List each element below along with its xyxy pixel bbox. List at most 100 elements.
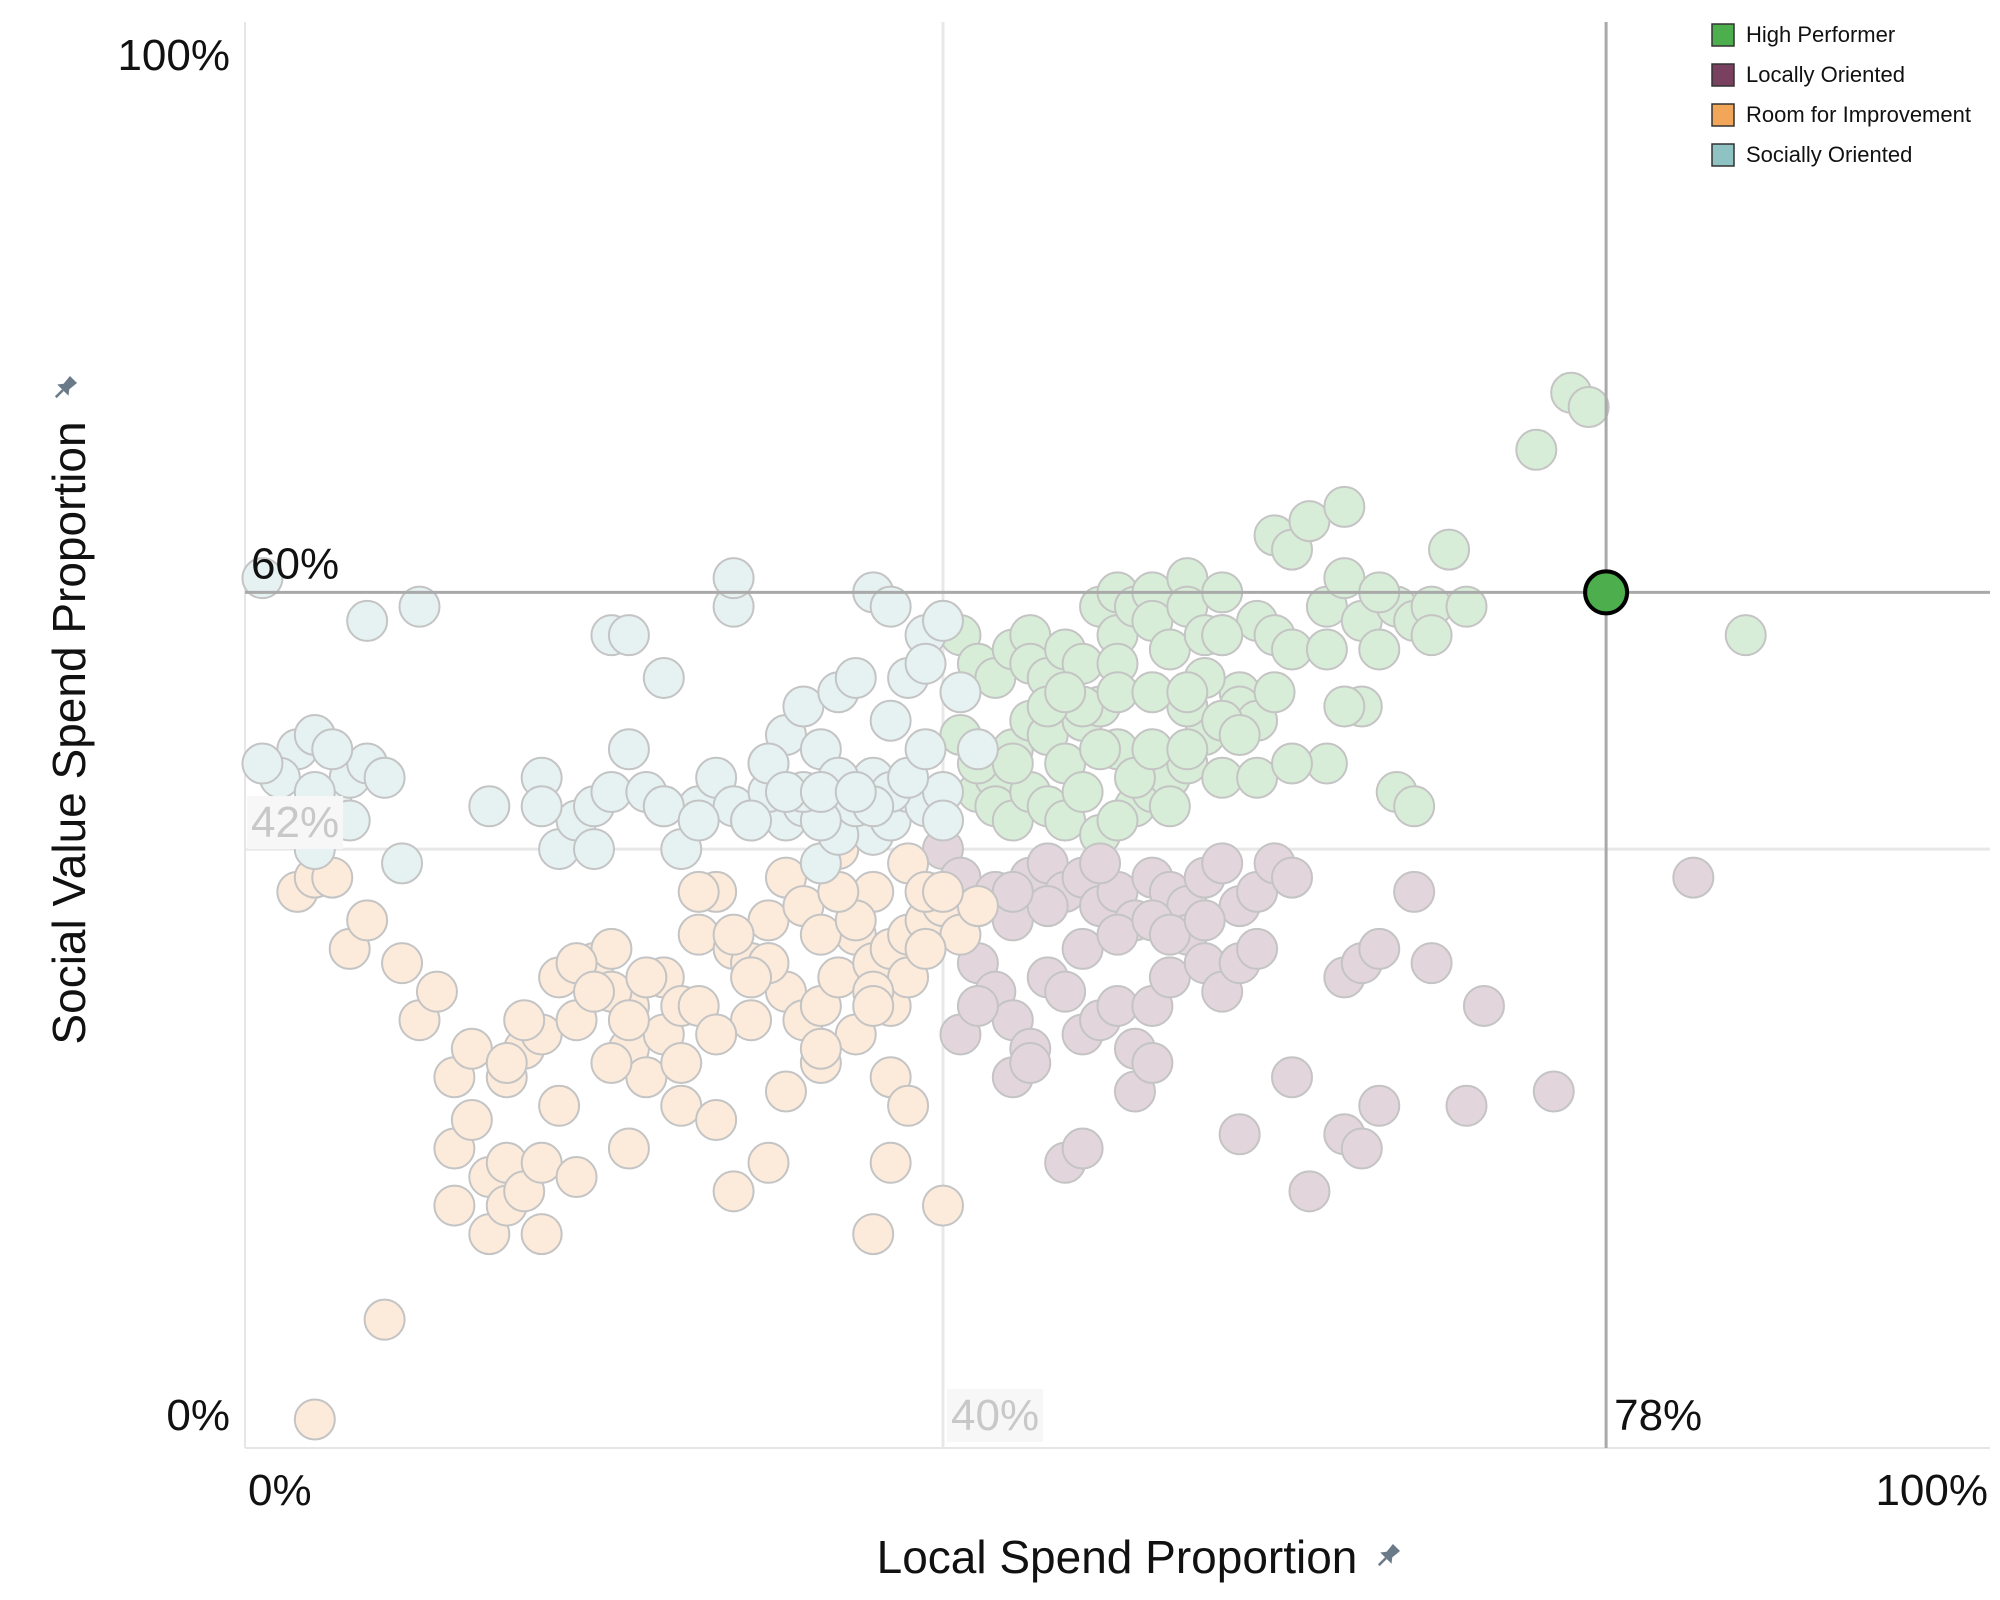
point-locally-oriented[interactable] bbox=[1271, 1056, 1313, 1099]
point-high-performer[interactable] bbox=[1567, 386, 1610, 429]
point-socially-oriented[interactable] bbox=[468, 785, 511, 828]
point-room-for-improvement[interactable] bbox=[764, 1070, 807, 1113]
point-room-for-improvement[interactable] bbox=[503, 999, 546, 1042]
point-high-performer[interactable] bbox=[1218, 714, 1261, 756]
point-room-for-improvement[interactable] bbox=[869, 1141, 912, 1184]
point-locally-oriented[interactable] bbox=[1340, 1127, 1383, 1170]
legend-label-locally-oriented[interactable]: Locally Oriented bbox=[1746, 62, 1905, 87]
point-room-for-improvement[interactable] bbox=[660, 1041, 703, 1084]
point-room-for-improvement[interactable] bbox=[415, 970, 458, 1013]
point-room-for-improvement[interactable] bbox=[450, 1099, 493, 1142]
point-high-performer[interactable] bbox=[1166, 728, 1209, 771]
point-high-performer[interactable] bbox=[1044, 671, 1087, 714]
point-locally-oriented[interactable] bbox=[1358, 927, 1401, 970]
point-high-performer[interactable] bbox=[1253, 671, 1296, 714]
point-socially-oriented[interactable] bbox=[381, 842, 424, 885]
point-socially-oriented[interactable] bbox=[869, 585, 912, 628]
point-room-for-improvement[interactable] bbox=[625, 956, 668, 999]
point-high-performer[interactable] bbox=[1079, 728, 1122, 771]
point-room-for-improvement[interactable] bbox=[590, 1041, 633, 1084]
legend-swatch-high-performer[interactable] bbox=[1711, 23, 1735, 47]
point-locally-oriented[interactable] bbox=[1462, 984, 1505, 1027]
point-high-performer[interactable] bbox=[1166, 671, 1209, 714]
point-high-performer[interactable] bbox=[1271, 742, 1313, 785]
point-locally-oriented[interactable] bbox=[1079, 842, 1122, 885]
point-high-performer[interactable] bbox=[1148, 785, 1191, 828]
point-locally-oriented[interactable] bbox=[1009, 1041, 1052, 1084]
point-high-performer[interactable] bbox=[1201, 614, 1244, 657]
point-room-for-improvement[interactable] bbox=[695, 1099, 738, 1142]
point-high-performer[interactable] bbox=[1323, 485, 1366, 528]
point-room-for-improvement[interactable] bbox=[555, 1156, 598, 1199]
legend-label-room-for-improvement[interactable]: Room for Improvement bbox=[1746, 102, 1971, 127]
legend-swatch-room-for-improvement[interactable] bbox=[1711, 103, 1735, 127]
point-high-performer[interactable] bbox=[1724, 614, 1767, 657]
point-socially-oriented[interactable] bbox=[642, 656, 685, 699]
point-socially-oriented[interactable] bbox=[398, 585, 441, 628]
point-socially-oriented[interactable] bbox=[677, 799, 720, 842]
point-room-for-improvement[interactable] bbox=[607, 1127, 650, 1170]
point-high-performer[interactable] bbox=[1515, 428, 1558, 471]
point-socially-oriented[interactable] bbox=[939, 671, 982, 714]
point-locally-oriented[interactable] bbox=[1061, 1127, 1104, 1170]
x-axis-pin-icon[interactable] bbox=[1373, 1542, 1402, 1571]
point-high-performer[interactable] bbox=[1061, 771, 1104, 814]
point-room-for-improvement[interactable] bbox=[852, 984, 895, 1027]
point-socially-oriented[interactable] bbox=[573, 828, 615, 871]
point-high-performer[interactable] bbox=[1323, 685, 1366, 728]
point-high-performer[interactable] bbox=[1410, 614, 1453, 657]
point-room-for-improvement[interactable] bbox=[922, 870, 964, 913]
point-room-for-improvement[interactable] bbox=[904, 927, 947, 970]
point-room-for-improvement[interactable] bbox=[747, 1141, 790, 1184]
point-room-for-improvement[interactable] bbox=[695, 1013, 738, 1056]
point-socially-oriented[interactable] bbox=[834, 771, 877, 814]
point-socially-oriented[interactable] bbox=[241, 742, 284, 785]
point-socially-oriented[interactable] bbox=[241, 557, 284, 600]
point-locally-oriented[interactable] bbox=[1410, 942, 1453, 985]
point-room-for-improvement[interactable] bbox=[677, 870, 720, 913]
point-room-for-improvement[interactable] bbox=[573, 970, 615, 1013]
point-room-for-improvement[interactable] bbox=[712, 913, 755, 956]
point-locally-oriented[interactable] bbox=[1672, 856, 1715, 899]
legend-swatch-socially-oriented[interactable] bbox=[1711, 143, 1735, 167]
point-locally-oriented[interactable] bbox=[1236, 927, 1279, 970]
point-room-for-improvement[interactable] bbox=[607, 999, 650, 1042]
point-socially-oriented[interactable] bbox=[520, 785, 563, 828]
highlighted-point[interactable] bbox=[1583, 569, 1630, 616]
point-socially-oriented[interactable] bbox=[904, 728, 947, 771]
point-room-for-improvement[interactable] bbox=[363, 1298, 406, 1341]
point-locally-oriented[interactable] bbox=[1288, 1170, 1331, 1213]
point-socially-oriented[interactable] bbox=[730, 799, 773, 842]
y-axis-pin-icon[interactable] bbox=[50, 374, 79, 403]
point-room-for-improvement[interactable] bbox=[485, 1041, 528, 1084]
point-room-for-improvement[interactable] bbox=[922, 1184, 964, 1227]
point-socially-oriented[interactable] bbox=[712, 557, 755, 600]
point-room-for-improvement[interactable] bbox=[433, 1184, 476, 1227]
point-socially-oriented[interactable] bbox=[363, 756, 406, 799]
point-room-for-improvement[interactable] bbox=[538, 1084, 581, 1127]
point-socially-oriented[interactable] bbox=[922, 599, 964, 642]
point-room-for-improvement[interactable] bbox=[712, 1170, 755, 1213]
point-high-performer[interactable] bbox=[1358, 628, 1401, 671]
point-socially-oriented[interactable] bbox=[956, 728, 999, 771]
point-socially-oriented[interactable] bbox=[904, 642, 947, 685]
point-locally-oriented[interactable] bbox=[1131, 1041, 1174, 1084]
point-socially-oriented[interactable] bbox=[607, 728, 650, 771]
point-room-for-improvement[interactable] bbox=[381, 942, 424, 985]
point-socially-oriented[interactable] bbox=[869, 699, 912, 742]
point-room-for-improvement[interactable] bbox=[887, 1084, 930, 1127]
point-high-performer[interactable] bbox=[1096, 799, 1139, 842]
legend-label-socially-oriented[interactable]: Socially Oriented bbox=[1746, 142, 1912, 167]
legend-label-high-performer[interactable]: High Performer bbox=[1746, 22, 1895, 47]
point-high-performer[interactable] bbox=[1305, 628, 1348, 671]
legend-swatch-locally-oriented[interactable] bbox=[1711, 63, 1735, 87]
point-socially-oriented[interactable] bbox=[922, 799, 964, 842]
point-locally-oriented[interactable] bbox=[1183, 899, 1226, 942]
point-room-for-improvement[interactable] bbox=[520, 1213, 563, 1256]
point-room-for-improvement[interactable] bbox=[799, 1027, 842, 1070]
point-locally-oriented[interactable] bbox=[1532, 1070, 1575, 1113]
point-room-for-improvement[interactable] bbox=[852, 1213, 895, 1256]
point-room-for-improvement[interactable] bbox=[346, 899, 389, 942]
point-room-for-improvement[interactable] bbox=[730, 956, 773, 999]
point-socially-oriented[interactable] bbox=[311, 728, 354, 771]
